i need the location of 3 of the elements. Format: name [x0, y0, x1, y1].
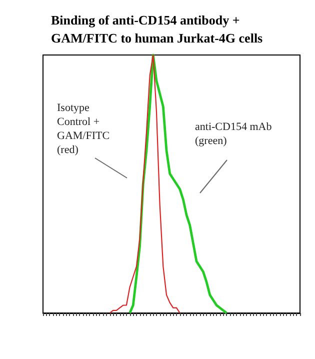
- chart-title: Binding of anti-CD154 antibody + GAM/FITC to human Jurkat-4G cells: [51, 12, 263, 46]
- annotation: anti-CD154 mAb (green): [195, 121, 272, 147]
- annotation: Isotype Control + GAM/FITC (red): [57, 102, 110, 156]
